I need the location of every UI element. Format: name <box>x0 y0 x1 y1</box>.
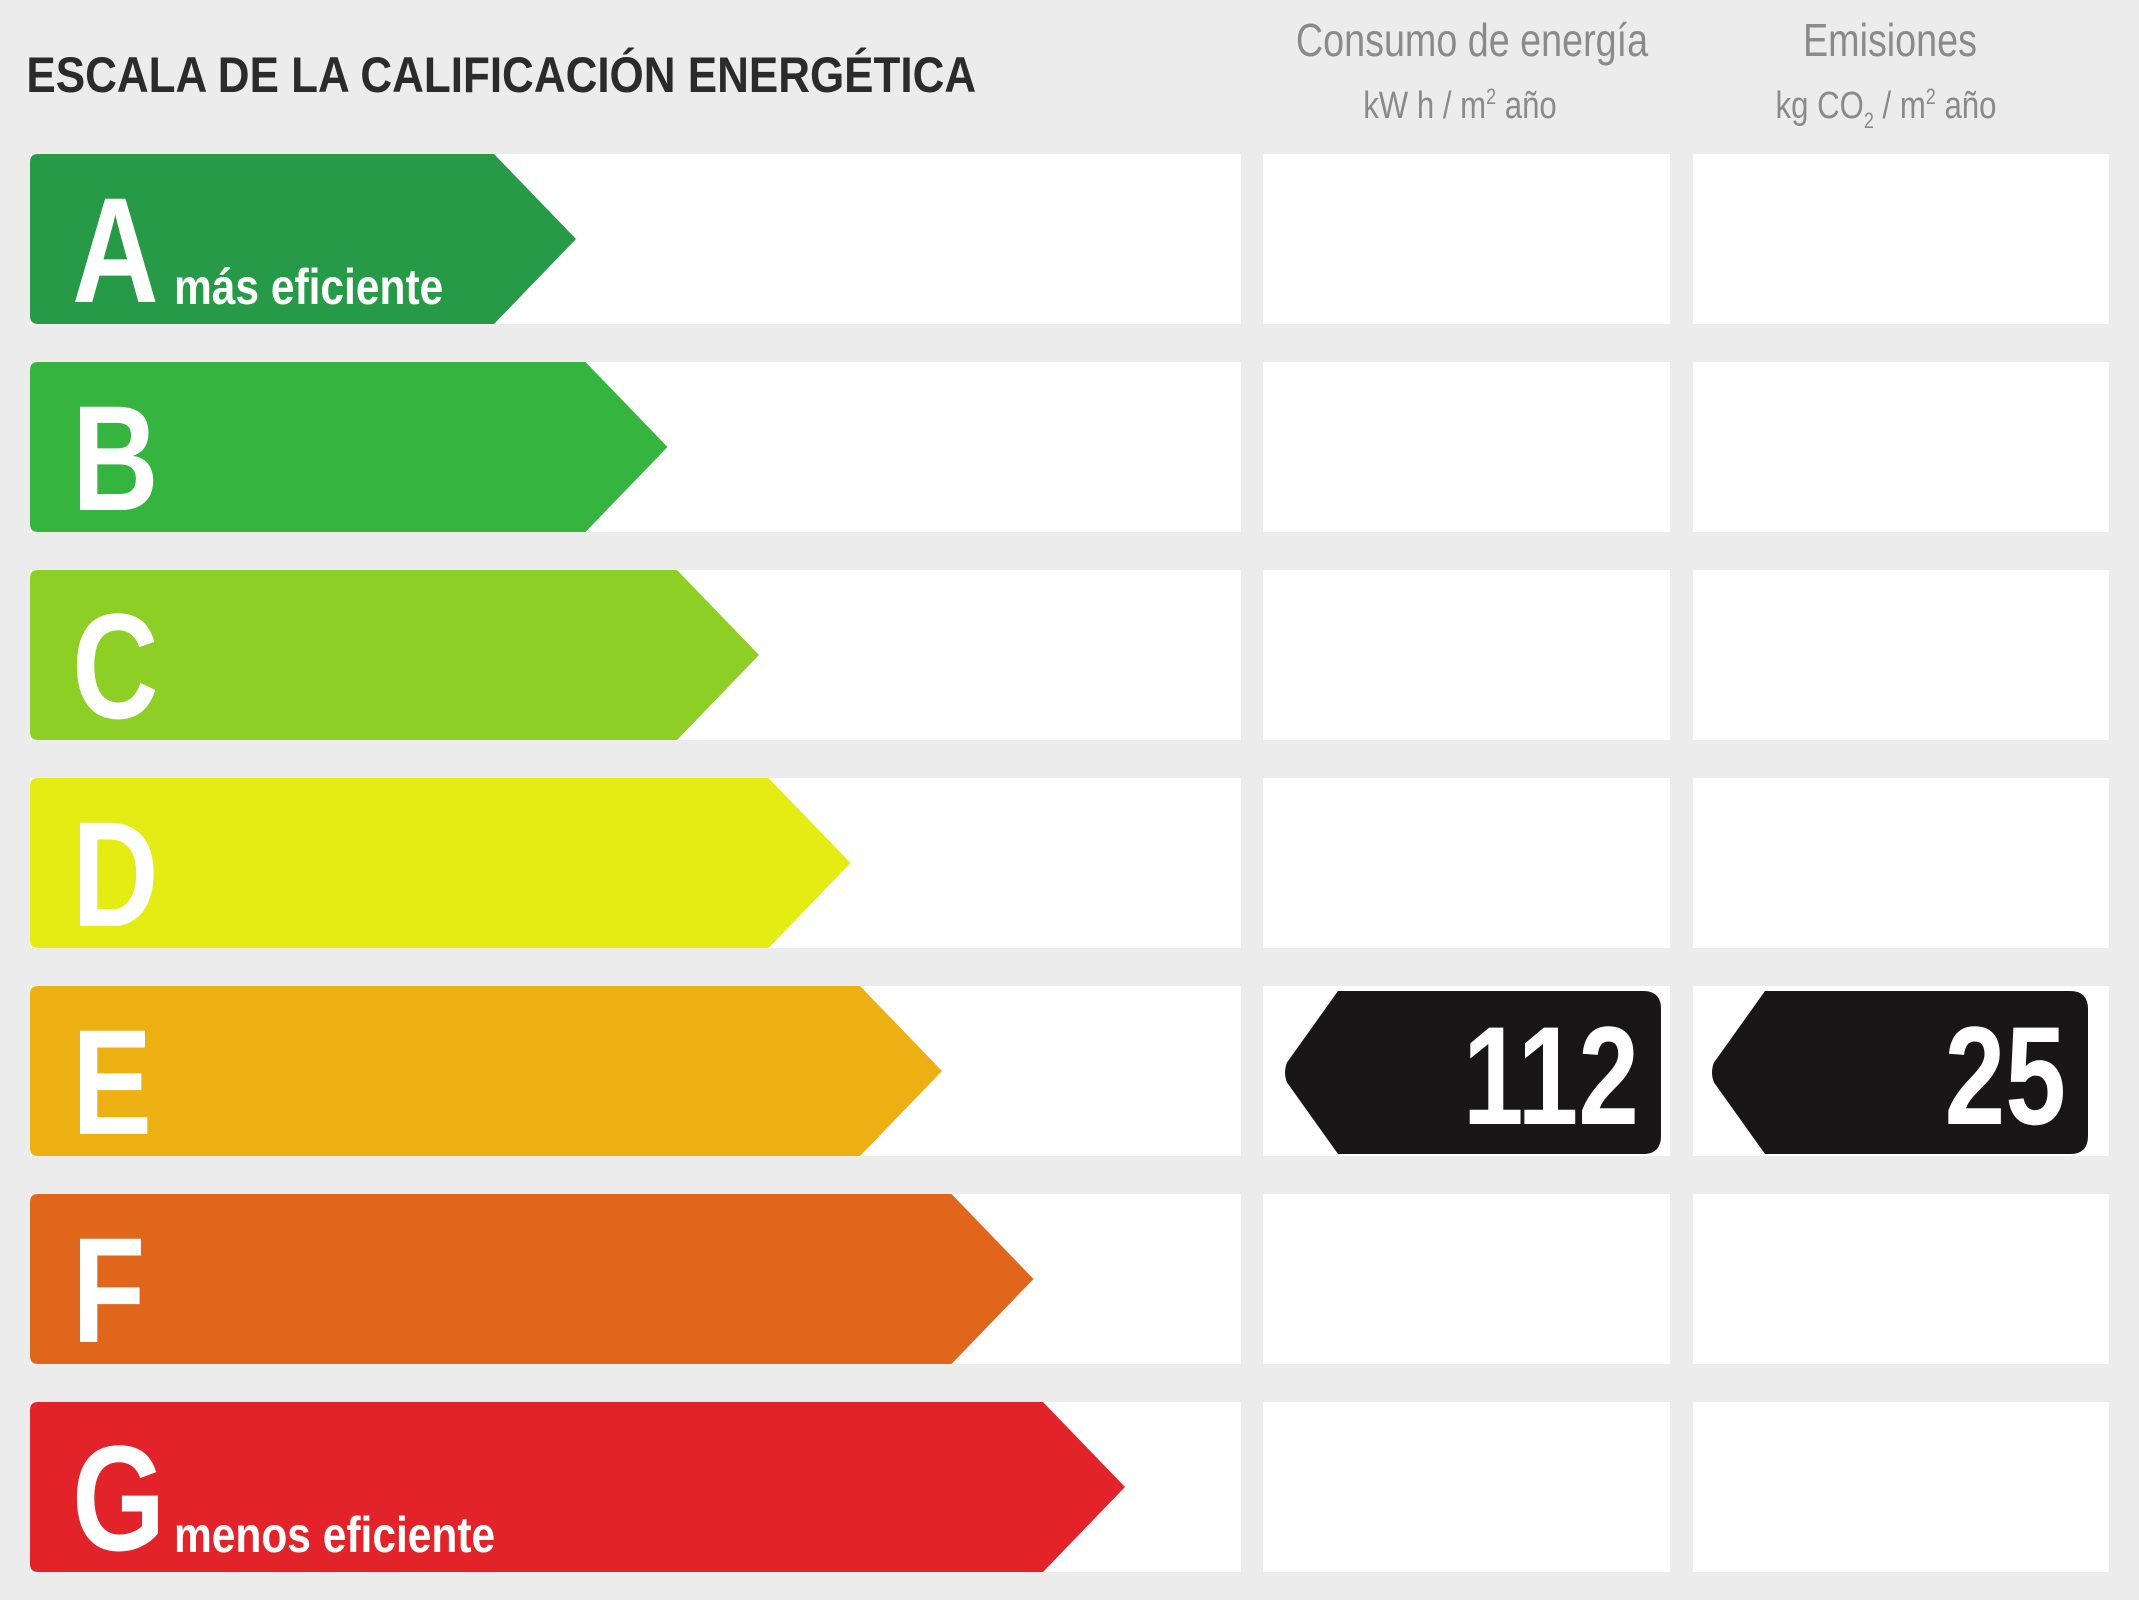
rating-arrow <box>30 154 576 324</box>
energy-column-unit: kW h / m2 año <box>1363 85 1557 127</box>
rating-arrow <box>30 570 759 740</box>
rating-arrow <box>30 778 851 948</box>
rating-arrow <box>30 362 668 532</box>
rating-arrow <box>30 986 942 1156</box>
emissions-cell <box>1693 778 2109 948</box>
energy-cell <box>1263 1402 1670 1572</box>
emissions-column-heading: Emisiones <box>1803 14 1977 65</box>
rating-arrow <box>30 1402 1125 1572</box>
rating-letter: C <box>72 582 159 750</box>
rating-letter: E <box>72 998 152 1166</box>
rating-row-d: D <box>30 778 2109 958</box>
scale-title: ESCALA DE LA CALIFICACIÓN ENERGÉTICA <box>26 46 976 102</box>
emissions-column-unit: kg CO2 / m2 año <box>1776 85 1997 133</box>
emissions-cell <box>1693 362 2109 532</box>
rating-letter: F <box>72 1206 145 1374</box>
value-badge-shape <box>1285 991 1661 1154</box>
emissions-cell <box>1693 154 2109 324</box>
value-text: 112 <box>1463 997 1639 1154</box>
rating-row-e: E 112 25 <box>30 986 2109 1166</box>
energy-cell <box>1263 154 1670 324</box>
energy-cell <box>1263 362 1670 532</box>
rating-arrow <box>30 1194 1034 1364</box>
energy-column-heading: Consumo de energía <box>1296 14 1649 65</box>
rating-letter: A <box>72 166 159 334</box>
emissions-cell <box>1693 570 2109 740</box>
value-text: 25 <box>1945 997 2066 1154</box>
emissions-cell <box>1693 1402 2109 1572</box>
rating-row-c: C <box>30 570 2109 750</box>
energy-cell <box>1263 778 1670 948</box>
emissions-badge: 25 <box>1712 991 2088 1154</box>
value-badge-shape <box>1712 991 2088 1154</box>
rating-letter: B <box>72 374 159 542</box>
rating-caption: menos eficiente <box>174 1507 495 1563</box>
rating-caption: más eficiente <box>174 259 443 315</box>
rating-letter: G <box>72 1414 165 1582</box>
rating-row-f: F <box>30 1194 2109 1374</box>
energy-cell <box>1263 1194 1670 1364</box>
emissions-cell <box>1693 1194 2109 1364</box>
energy-consumption-badge: 112 <box>1285 991 1661 1154</box>
rating-row-b: B <box>30 362 2109 542</box>
energy-cell <box>1263 570 1670 740</box>
rating-letter: D <box>72 790 159 958</box>
